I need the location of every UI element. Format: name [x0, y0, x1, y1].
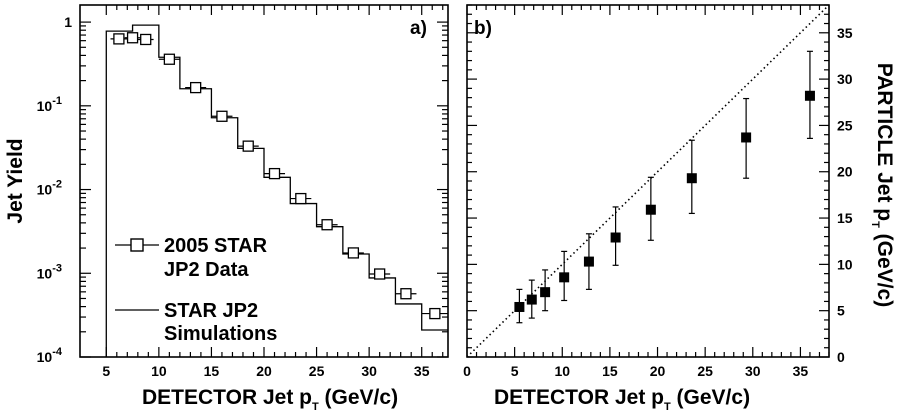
panel-a-x-tick-label: 15: [204, 363, 220, 379]
panel-b-x-tick-label: 35: [793, 363, 809, 379]
data-point-marker: [140, 33, 152, 46]
simulation-histogram-line: [105, 24, 448, 357]
panel-a-x-tick-label: 35: [414, 363, 430, 379]
panel-b-data-points: [514, 50, 815, 324]
panel-b-xlabel-main: DETECTOR Jet p: [494, 386, 664, 409]
panel-a-x-tick-label: 20: [256, 363, 272, 379]
panel-b-y-tick-label: 0: [837, 349, 845, 365]
data-point-marker: [216, 110, 228, 122]
panel-b-ylabel-main: PARTICLE Jet p: [873, 63, 896, 221]
panel-b-ylabel: PARTICLE Jet pT (GeV/c): [869, 63, 896, 307]
data-point-marker: [321, 219, 333, 231]
panel-b-xlabel-unit: (GeV/c): [671, 386, 750, 409]
panel-b-diagonal-line: [466, 4, 830, 358]
data-point-marker: [190, 81, 202, 94]
panel-b-y-tick-label: 25: [837, 117, 853, 133]
legend-data-label-line2: JP2 Data: [164, 259, 249, 281]
panel-b-xlabel: DETECTOR Jet pT (GeV/c): [494, 386, 750, 413]
panel-b-x-tick-label: 10: [554, 363, 570, 379]
panel-a-x-tick-label: 30: [361, 363, 377, 379]
data-point-marker: [268, 167, 281, 180]
panel-b-y-tick-label: 30: [837, 71, 853, 87]
data-point-marker: [429, 307, 441, 320]
data-point-marker: [374, 268, 386, 280]
panel-b-y-tick-label: 35: [837, 25, 853, 41]
data-point-marker: [741, 132, 752, 143]
panel-a-xlabel: DETECTOR Jet pT (GeV/c): [142, 386, 398, 413]
data-point-marker: [583, 256, 594, 267]
data-point-marker: [400, 288, 412, 300]
legend-sim-label-line1: STAR JP2: [164, 300, 258, 322]
panel-b-xlabel-sub: T: [664, 401, 671, 413]
data-point-marker: [126, 32, 139, 44]
panel-b-x-tick-label: 15: [602, 363, 618, 379]
panel-b-y-tick-label: 10: [837, 256, 853, 272]
data-point-marker: [163, 53, 176, 65]
panel-a-legend: 2005 STAR JP2 Data STAR JP2 Simulations: [115, 235, 277, 345]
data-point-marker: [610, 232, 621, 243]
panel-a-data-points: [110, 32, 448, 320]
panel-b-y-tick-label: 20: [837, 164, 853, 180]
panel-b-label: b): [474, 18, 492, 39]
panel-b-ylabel-unit: (GeV/c): [873, 228, 896, 307]
panel-b-x-tick-label: 20: [650, 363, 666, 379]
data-point-marker: [526, 294, 537, 305]
data-point-marker: [804, 90, 815, 101]
legend-sim-label-line2: Simulations: [164, 323, 277, 345]
panel-b-y-tick-label: 15: [837, 210, 853, 226]
data-point-marker: [242, 140, 254, 152]
panel-a-label: a): [410, 18, 427, 39]
data-point-marker: [559, 272, 570, 283]
panel-a-y-tick-label: 1: [64, 14, 72, 30]
data-point-marker: [686, 173, 697, 184]
panel-b-x-tick-label: 30: [745, 363, 761, 379]
panel-a-x-tick-label: 5: [102, 363, 110, 379]
panel-a-xlabel-unit: (GeV/c): [319, 386, 398, 409]
panel-a-x-tick-label: 25: [309, 363, 325, 379]
panel-a-simulation-histogram: [105, 24, 448, 357]
panel-a-ylabel: Jet Yield: [4, 138, 27, 223]
data-point-marker: [645, 204, 656, 215]
legend-data-marker: [130, 238, 144, 252]
panel-b-x-tick-label: 25: [697, 363, 713, 379]
panel-b-y-tick-label: 5: [837, 303, 845, 319]
panel-a-y-tick-label: 10-3: [37, 262, 62, 281]
panel-a-xlabel-sub: T: [312, 401, 319, 413]
panel-a-y-tick-label: 10-4: [37, 346, 63, 365]
data-point-marker: [540, 287, 551, 298]
panel-a-y-tick-label: 10-2: [37, 179, 62, 198]
data-point-marker: [113, 33, 125, 45]
panel-b-x-tick-label: 0: [463, 363, 471, 379]
legend-data-label-line1: 2005 STAR: [164, 235, 268, 257]
panel-b-ticks: 0 5 10 15 20 25 30 35 0 5 10 15 20 25 30 35: [463, 4, 853, 379]
panel-b-ylabel-sub: T: [869, 221, 881, 228]
panel-a-frame: [79, 4, 449, 358]
panel-a-x-tick-label: 10: [151, 363, 167, 379]
data-point-marker: [514, 301, 525, 312]
data-point-marker: [295, 192, 307, 205]
panel-a-xlabel-main: DETECTOR Jet p: [142, 386, 312, 409]
data-point-marker: [347, 247, 360, 259]
panel-a-y-tick-label: 10-1: [37, 95, 62, 114]
panel-b-x-tick-label: 5: [511, 363, 519, 379]
panel-a-ticks: 5 10 15 20 25 30 35 10-4 10-3 10-2 10-1 1: [37, 5, 448, 379]
